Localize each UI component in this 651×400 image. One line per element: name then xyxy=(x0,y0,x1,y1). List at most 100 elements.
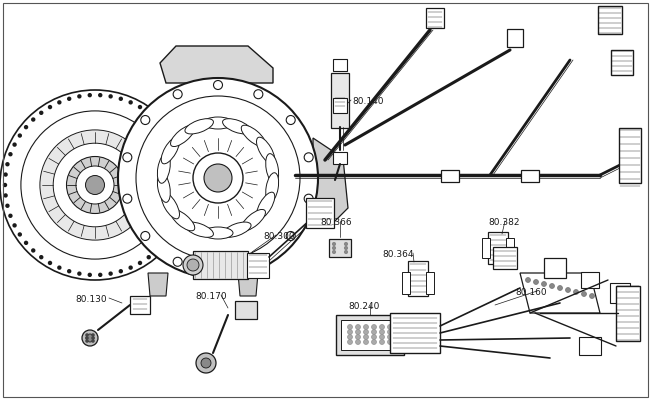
Ellipse shape xyxy=(185,222,214,237)
Circle shape xyxy=(182,193,187,198)
Circle shape xyxy=(0,90,190,280)
Polygon shape xyxy=(160,46,273,83)
Circle shape xyxy=(168,232,173,237)
Circle shape xyxy=(355,334,361,340)
Circle shape xyxy=(180,162,185,166)
Circle shape xyxy=(146,111,151,115)
Circle shape xyxy=(387,334,393,340)
Circle shape xyxy=(182,172,187,177)
Polygon shape xyxy=(148,273,168,296)
Circle shape xyxy=(92,337,94,339)
Circle shape xyxy=(286,116,295,124)
FancyBboxPatch shape xyxy=(616,286,640,340)
FancyBboxPatch shape xyxy=(333,98,347,112)
Circle shape xyxy=(534,280,538,284)
Text: 80.140: 80.140 xyxy=(352,97,383,106)
Circle shape xyxy=(168,133,173,138)
Ellipse shape xyxy=(256,137,275,164)
Circle shape xyxy=(141,116,150,124)
Circle shape xyxy=(76,166,114,204)
Circle shape xyxy=(355,324,361,330)
Ellipse shape xyxy=(242,210,266,231)
Circle shape xyxy=(40,130,150,240)
Circle shape xyxy=(8,152,12,156)
Circle shape xyxy=(48,105,52,109)
Circle shape xyxy=(141,232,150,240)
FancyBboxPatch shape xyxy=(130,296,150,314)
FancyBboxPatch shape xyxy=(544,258,566,278)
FancyBboxPatch shape xyxy=(507,29,523,47)
Circle shape xyxy=(88,93,92,97)
Ellipse shape xyxy=(185,119,214,134)
Circle shape xyxy=(18,232,22,237)
Text: 80.364: 80.364 xyxy=(382,250,413,259)
FancyBboxPatch shape xyxy=(193,251,247,279)
FancyBboxPatch shape xyxy=(426,272,434,294)
Circle shape xyxy=(348,334,352,340)
Circle shape xyxy=(177,152,182,156)
Circle shape xyxy=(363,340,368,344)
Circle shape xyxy=(183,183,187,187)
FancyBboxPatch shape xyxy=(336,315,404,355)
Circle shape xyxy=(92,340,94,342)
Ellipse shape xyxy=(161,137,180,164)
Circle shape xyxy=(304,153,313,162)
Circle shape xyxy=(86,334,88,336)
FancyBboxPatch shape xyxy=(493,247,517,269)
Circle shape xyxy=(12,142,17,147)
Circle shape xyxy=(5,204,10,208)
Circle shape xyxy=(3,193,8,198)
Ellipse shape xyxy=(266,173,279,202)
Circle shape xyxy=(566,288,570,292)
Circle shape xyxy=(204,164,232,192)
Circle shape xyxy=(86,334,94,342)
Circle shape xyxy=(187,259,199,271)
Circle shape xyxy=(86,340,88,342)
FancyBboxPatch shape xyxy=(333,59,347,71)
Ellipse shape xyxy=(223,119,251,134)
Circle shape xyxy=(67,269,72,274)
Circle shape xyxy=(201,358,211,368)
Circle shape xyxy=(525,278,531,282)
Circle shape xyxy=(372,324,376,330)
Circle shape xyxy=(214,80,223,90)
FancyBboxPatch shape xyxy=(581,272,599,288)
Circle shape xyxy=(333,250,335,254)
Text: 80.366: 80.366 xyxy=(320,218,352,227)
Circle shape xyxy=(86,337,88,339)
FancyBboxPatch shape xyxy=(235,301,257,319)
FancyBboxPatch shape xyxy=(488,232,508,264)
Ellipse shape xyxy=(203,117,233,129)
Circle shape xyxy=(66,156,124,214)
Circle shape xyxy=(344,242,348,246)
Circle shape xyxy=(380,334,385,340)
FancyBboxPatch shape xyxy=(610,283,630,303)
FancyBboxPatch shape xyxy=(341,320,399,350)
Ellipse shape xyxy=(171,125,195,146)
Circle shape xyxy=(173,257,182,266)
FancyBboxPatch shape xyxy=(426,8,444,28)
Circle shape xyxy=(348,330,352,334)
Circle shape xyxy=(183,255,203,275)
Circle shape xyxy=(363,334,368,340)
Circle shape xyxy=(254,90,263,99)
Circle shape xyxy=(286,232,295,240)
Ellipse shape xyxy=(223,222,251,237)
Polygon shape xyxy=(238,273,258,296)
Circle shape xyxy=(24,125,28,129)
Circle shape xyxy=(161,125,166,129)
Circle shape xyxy=(18,133,22,138)
Circle shape xyxy=(355,330,361,334)
Circle shape xyxy=(123,194,132,203)
Circle shape xyxy=(24,241,28,245)
Circle shape xyxy=(57,266,62,270)
Circle shape xyxy=(123,153,132,162)
Circle shape xyxy=(31,117,35,122)
Circle shape xyxy=(118,78,318,278)
Circle shape xyxy=(57,100,62,104)
Circle shape xyxy=(333,242,335,246)
Circle shape xyxy=(254,257,263,266)
Circle shape xyxy=(196,353,216,373)
FancyBboxPatch shape xyxy=(408,260,428,296)
FancyBboxPatch shape xyxy=(611,50,633,74)
